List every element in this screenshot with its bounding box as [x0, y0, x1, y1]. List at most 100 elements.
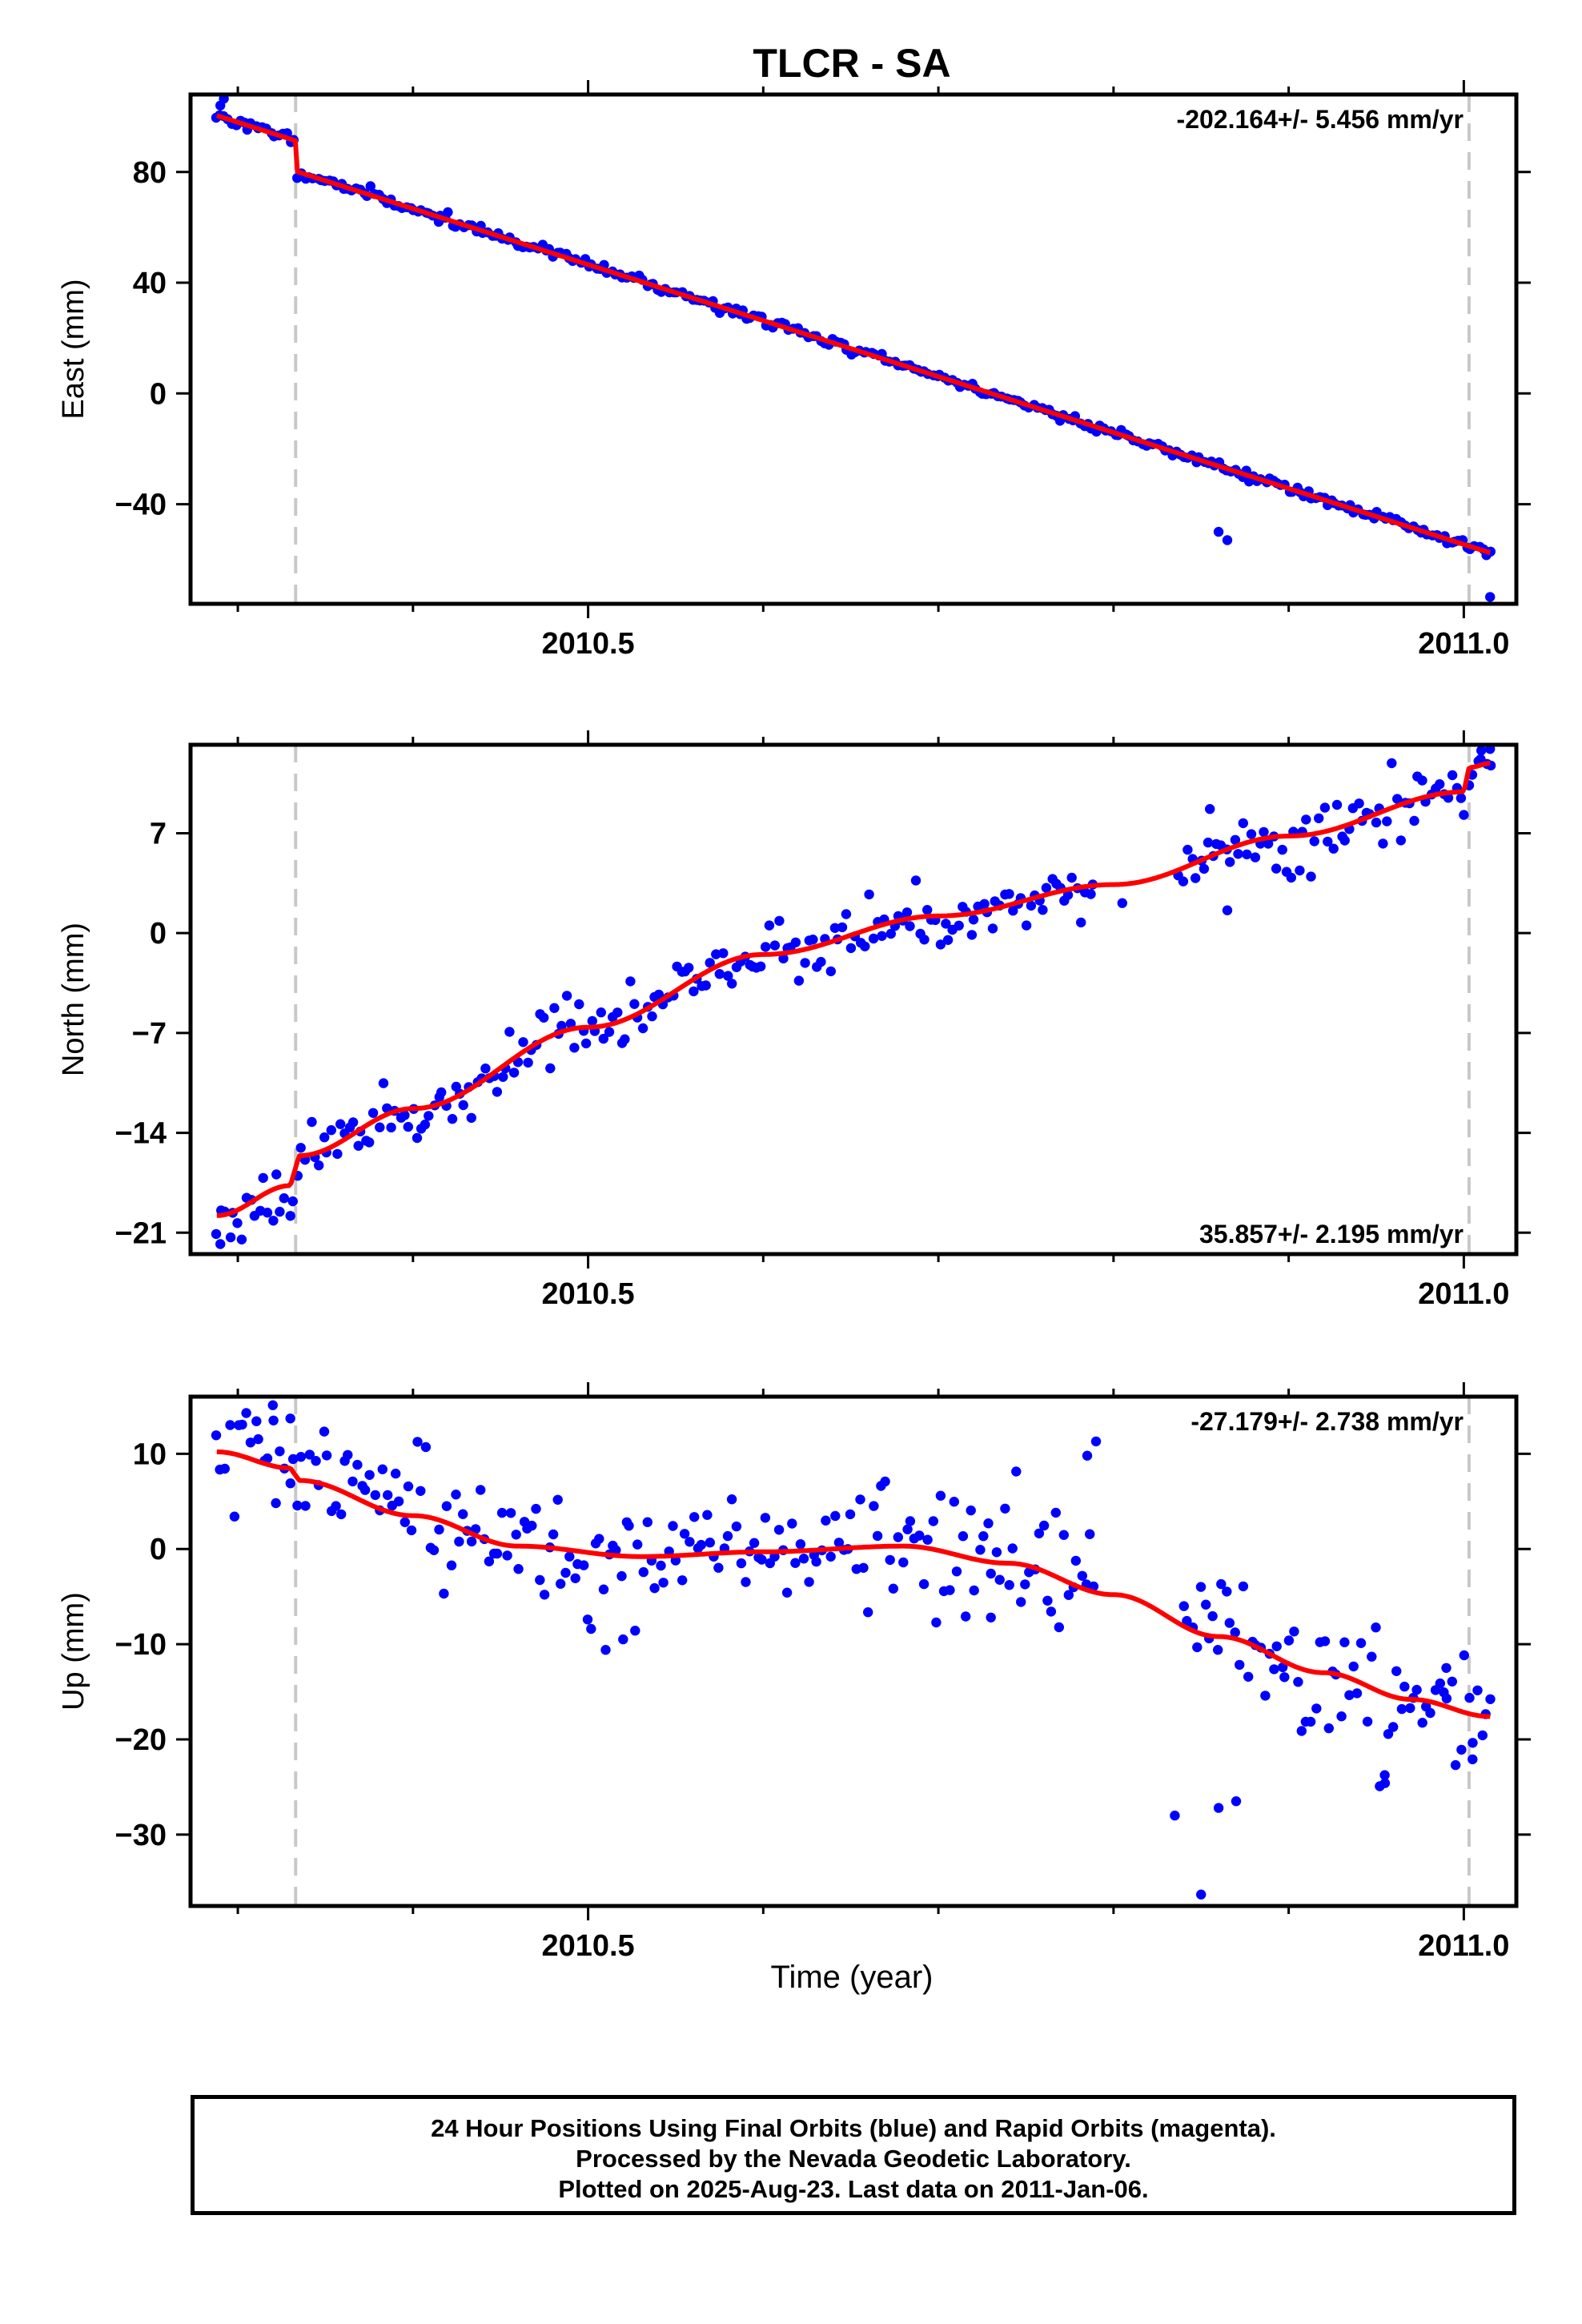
data-point: [764, 920, 775, 931]
data-point: [523, 1057, 533, 1068]
data-point: [941, 919, 951, 929]
data-point: [685, 1537, 695, 1547]
data-point: [1314, 813, 1324, 823]
data-point: [347, 1117, 359, 1128]
data-point: [928, 1516, 939, 1526]
data-point: [872, 1530, 883, 1542]
data-point: [343, 1449, 353, 1461]
y-tick-label: −20: [115, 1723, 167, 1757]
data-point: [1205, 804, 1215, 814]
data-point: [458, 1509, 468, 1519]
data-point: [336, 1509, 347, 1520]
data-point: [905, 1516, 916, 1526]
data-point: [769, 1551, 780, 1562]
data-point: [1296, 1726, 1307, 1736]
data-point: [1339, 1637, 1350, 1647]
data-point: [769, 940, 781, 951]
data-point: [689, 986, 699, 997]
data-point: [268, 1216, 279, 1226]
data-point: [1456, 1744, 1467, 1755]
data-point: [1339, 835, 1350, 846]
data-point: [701, 980, 711, 991]
data-point: [1456, 793, 1467, 803]
data-point: [466, 1536, 477, 1547]
data-point: [689, 1512, 700, 1522]
data-point: [888, 1583, 899, 1594]
data-point: [714, 969, 725, 979]
data-point: [1459, 810, 1469, 820]
data-point: [321, 1450, 332, 1461]
y-tick-label: −7: [132, 1017, 167, 1051]
data-point: [1077, 1570, 1088, 1582]
data-point: [1328, 843, 1339, 854]
data-point: [893, 1532, 904, 1542]
data-point: [353, 1140, 363, 1152]
data-point: [795, 1539, 806, 1550]
data-point: [781, 1587, 793, 1598]
data-point: [508, 1068, 520, 1078]
y-tick-label: −40: [115, 489, 167, 522]
data-point: [1070, 1555, 1082, 1566]
data-point: [420, 1441, 432, 1453]
data-point: [1004, 889, 1014, 899]
data-point: [268, 1415, 279, 1426]
data-point: [885, 1554, 895, 1566]
data-point: [741, 1577, 751, 1587]
data-point: [229, 1511, 240, 1522]
data-point: [1225, 857, 1235, 867]
data-point: [412, 1437, 423, 1447]
data-point: [761, 942, 771, 952]
data-point: [287, 1196, 298, 1207]
data-point: [535, 1574, 545, 1586]
data-point: [400, 1110, 410, 1120]
x-tick-label: 2011.0: [1418, 627, 1509, 661]
data-point: [902, 1524, 913, 1534]
data-point: [564, 1551, 575, 1562]
data-point: [705, 958, 715, 968]
data-point: [1246, 829, 1257, 839]
data-point: [1411, 1684, 1422, 1695]
data-point: [496, 1507, 508, 1518]
data-point: [845, 943, 857, 954]
data-point: [560, 1567, 571, 1578]
data-point: [1213, 526, 1224, 537]
data-point: [1383, 1729, 1394, 1739]
data-point: [702, 1510, 713, 1520]
data-point: [684, 963, 694, 973]
data-point: [375, 1122, 385, 1132]
data-point: [961, 1611, 971, 1622]
rate-label: -27.179+/- 2.738 mm/yr: [1191, 1407, 1464, 1436]
data-point: [1178, 1601, 1190, 1611]
data-point: [790, 937, 801, 948]
data-point: [545, 1063, 556, 1074]
data-point: [586, 1623, 596, 1634]
data-point: [1409, 815, 1419, 826]
data-point: [905, 921, 915, 931]
data-point: [642, 1517, 652, 1527]
data-point: [1289, 1626, 1299, 1637]
data-point: [618, 1634, 628, 1645]
footer-line-2: Processed by the Nevada Geodetic Laborat…: [576, 2145, 1131, 2173]
data-point: [949, 1497, 960, 1507]
y-tick-label: 0: [150, 377, 167, 411]
data-point: [1011, 1466, 1022, 1477]
data-point: [331, 1501, 341, 1511]
data-point: [458, 1100, 468, 1111]
data-point: [649, 1582, 660, 1594]
data-point: [1086, 889, 1096, 899]
data-point: [811, 1556, 821, 1567]
data-point: [726, 1494, 737, 1505]
data-point: [518, 1037, 528, 1047]
data-point: [251, 1416, 262, 1426]
data-point: [979, 899, 990, 910]
data-point: [638, 1566, 648, 1578]
data-point: [1230, 834, 1241, 846]
data-point: [335, 1119, 346, 1129]
data-point: [679, 1529, 690, 1539]
data-point: [1371, 1622, 1381, 1633]
data-point: [829, 923, 841, 934]
data-point: [434, 1524, 444, 1535]
data-point: [1182, 1615, 1192, 1626]
y-tick-label: −21: [115, 1216, 167, 1250]
data-point: [612, 1007, 623, 1018]
